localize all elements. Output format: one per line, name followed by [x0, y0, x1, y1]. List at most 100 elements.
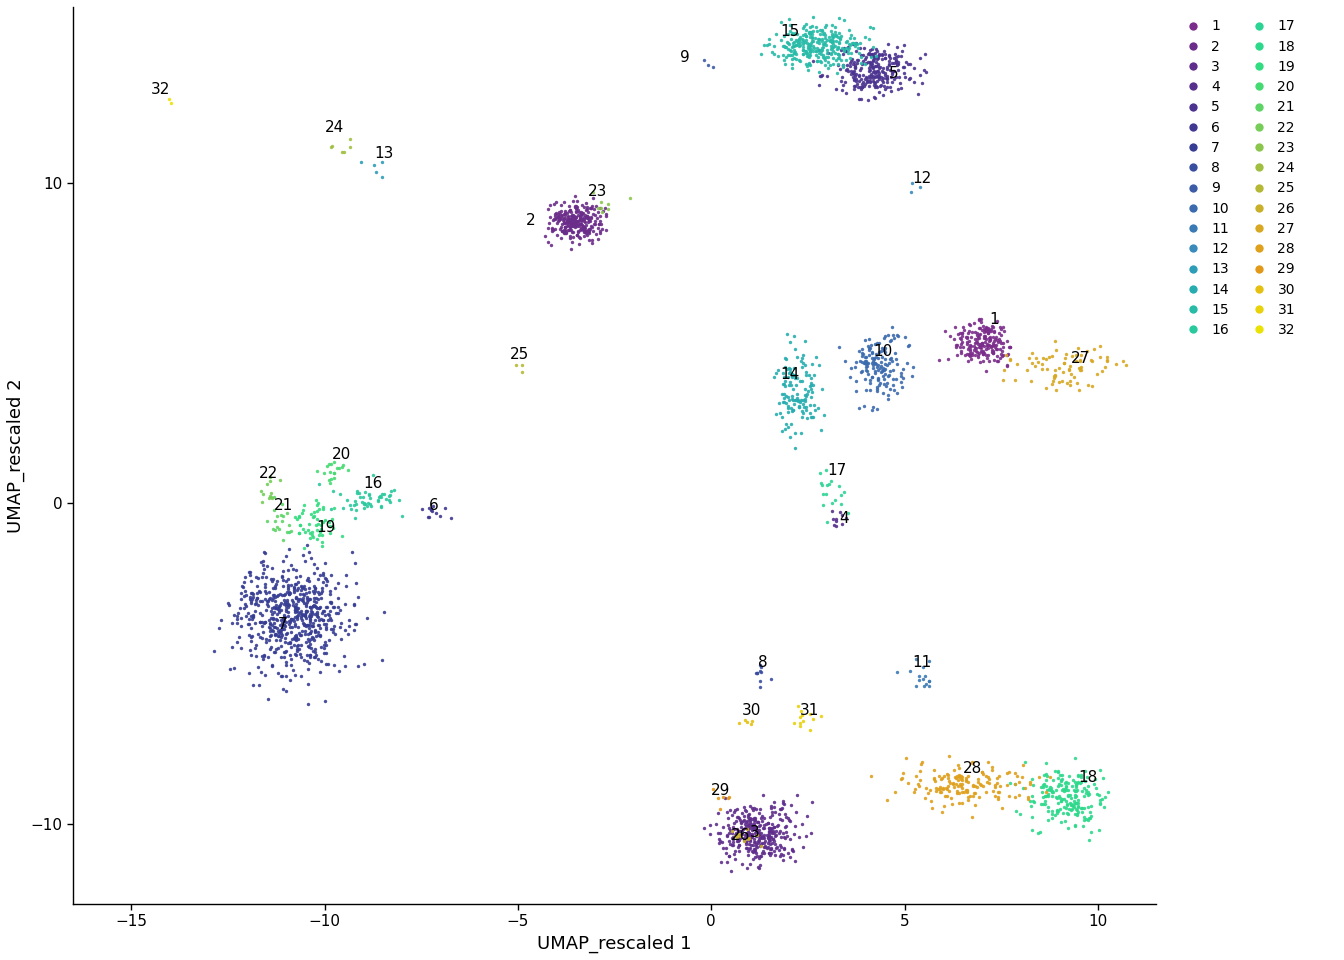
Point [564, 216, 586, 231]
Point [775, 396, 797, 411]
Point [770, 801, 792, 816]
Point [233, 588, 254, 604]
Point [1032, 796, 1054, 811]
Point [910, 180, 931, 195]
Point [780, 831, 801, 847]
Point [1071, 804, 1093, 820]
Point [738, 809, 759, 825]
Point [758, 846, 780, 861]
Point [737, 828, 758, 844]
Point [308, 624, 329, 639]
Point [794, 391, 816, 406]
Point [743, 837, 765, 852]
Point [843, 64, 864, 80]
Point [309, 620, 331, 636]
Point [203, 643, 224, 659]
Point [775, 351, 797, 367]
Point [981, 319, 1003, 334]
Point [985, 331, 1007, 347]
Point [939, 775, 961, 790]
Point [784, 43, 805, 59]
Point [1052, 781, 1074, 797]
Point [993, 362, 1015, 377]
Point [759, 836, 781, 852]
Point [903, 75, 925, 90]
Point [859, 59, 880, 74]
Point [988, 353, 1009, 369]
Point [1063, 370, 1085, 385]
Point [874, 330, 895, 346]
Point [308, 612, 329, 628]
Point [808, 78, 829, 93]
Point [566, 228, 587, 243]
Point [286, 512, 308, 527]
Point [699, 817, 720, 832]
Point [582, 184, 603, 200]
Point [892, 371, 914, 386]
Point [312, 565, 333, 581]
Point [732, 833, 754, 849]
Point [297, 626, 319, 641]
Point [250, 664, 271, 680]
Point [578, 222, 599, 237]
Point [324, 599, 345, 614]
Point [786, 26, 808, 41]
Point [720, 807, 742, 823]
Point [845, 36, 867, 51]
Point [872, 74, 894, 89]
Point [743, 841, 765, 856]
Point [868, 69, 890, 84]
Point [285, 590, 306, 606]
Point [719, 848, 741, 863]
Point [723, 815, 745, 830]
Point [273, 564, 294, 579]
Point [973, 353, 995, 369]
Point [786, 386, 808, 401]
Point [818, 58, 840, 73]
Point [784, 426, 805, 442]
Point [309, 567, 331, 583]
Point [234, 574, 255, 589]
Point [284, 584, 305, 599]
Point [300, 610, 321, 625]
Point [866, 356, 887, 372]
Point [827, 47, 848, 62]
Point [859, 42, 880, 58]
Point [907, 86, 929, 102]
Point [800, 377, 821, 393]
Point [766, 840, 788, 855]
Point [793, 399, 814, 415]
Point [938, 783, 960, 799]
Point [255, 634, 277, 649]
Point [790, 353, 812, 369]
Point [305, 628, 327, 643]
Point [887, 664, 909, 680]
Point [800, 371, 821, 386]
Point [1067, 799, 1089, 814]
Point [284, 583, 305, 598]
Point [320, 584, 341, 599]
Point [741, 713, 762, 729]
Point [347, 589, 368, 605]
Point [288, 574, 309, 589]
Point [304, 612, 325, 628]
Point [259, 623, 281, 638]
Point [898, 776, 919, 791]
Point [831, 82, 852, 97]
Point [874, 50, 895, 65]
Point [560, 208, 582, 224]
Point [1095, 352, 1117, 368]
Point [800, 41, 821, 57]
Point [289, 586, 310, 601]
Point [1079, 825, 1101, 840]
Point [771, 800, 793, 815]
Text: 21: 21 [274, 498, 293, 513]
Point [978, 323, 1000, 338]
Point [973, 328, 995, 344]
Point [796, 828, 817, 844]
Point [270, 625, 292, 640]
Point [810, 46, 832, 61]
Point [976, 320, 997, 335]
Point [327, 576, 348, 591]
Point [289, 647, 310, 662]
